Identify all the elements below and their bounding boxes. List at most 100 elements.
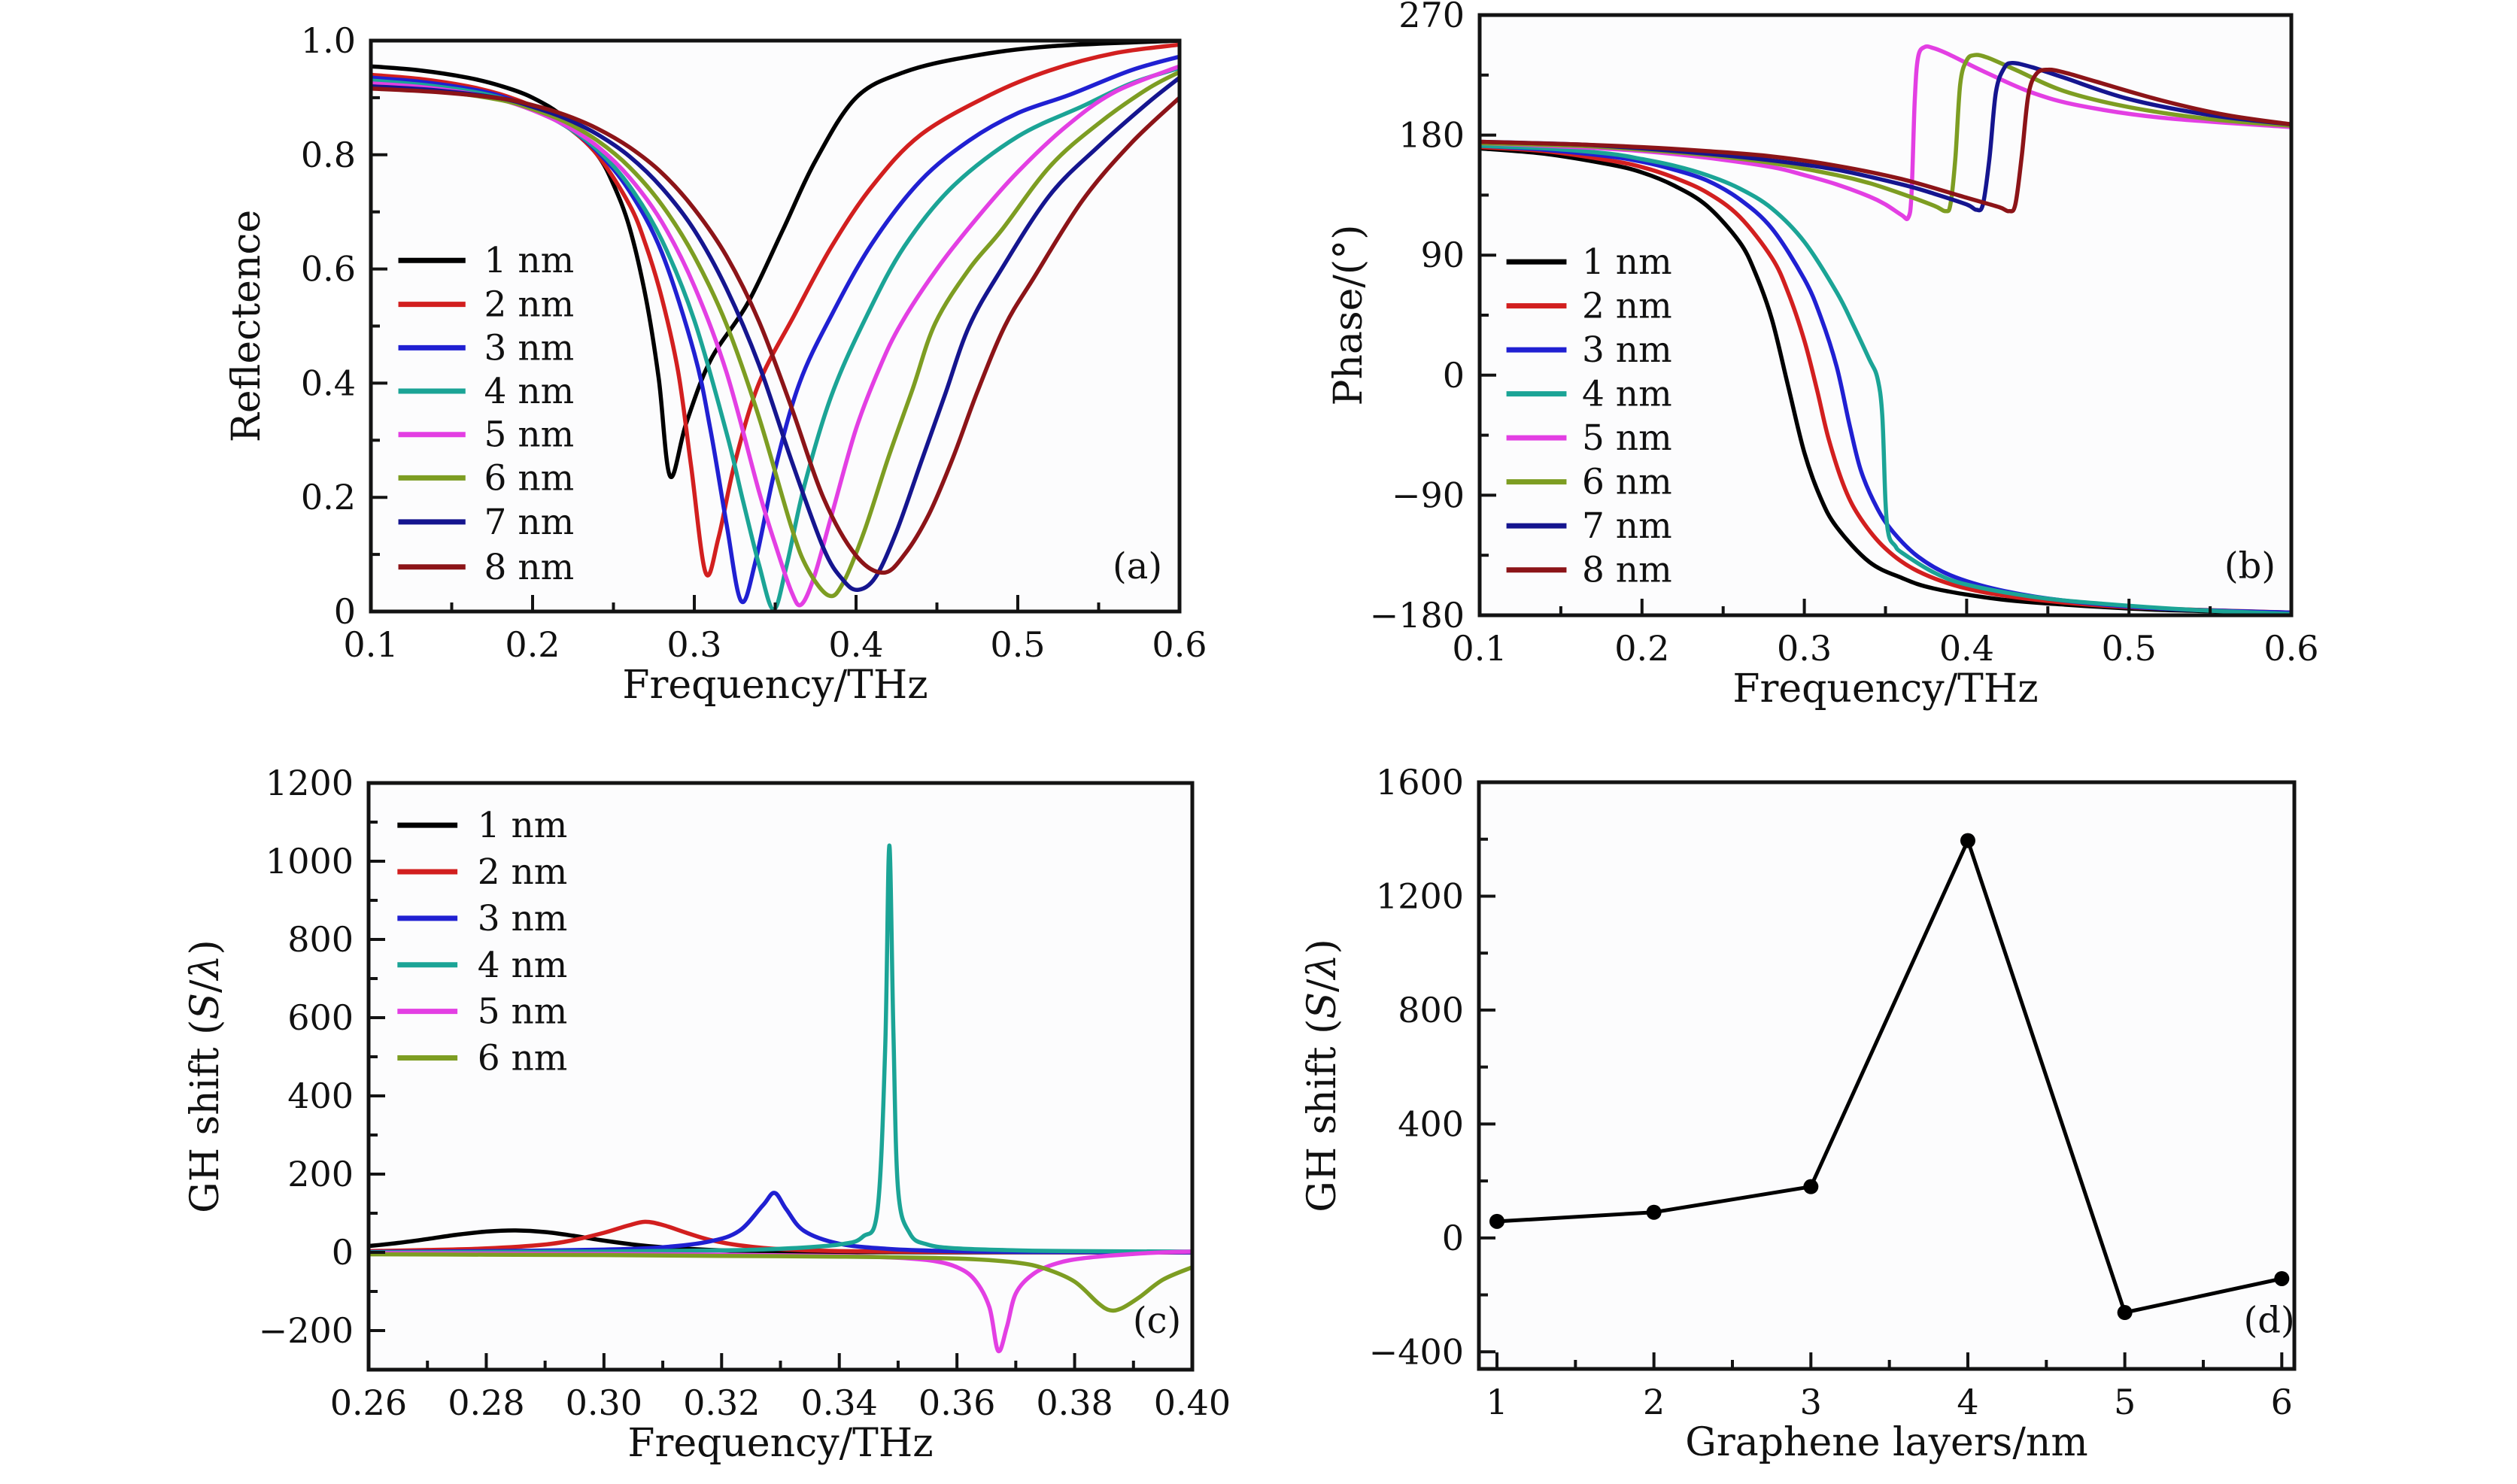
- x-tick-label-a: 0.1: [343, 624, 398, 665]
- legend-c: 1 nm 2 nm 3 nm 4 nm 5 nm 6 nm: [397, 805, 567, 1079]
- x-tick-label-c: 0.32: [683, 1382, 760, 1423]
- y-tick-label-d: 400: [1398, 1103, 1464, 1144]
- plot-area-d: [1479, 782, 2294, 1369]
- y-tick-label-a: 0: [334, 591, 356, 632]
- axes-spines-a: [369, 38, 1182, 614]
- x-tick-label-d: 2: [1643, 1382, 1665, 1422]
- y-axis-label-a: Reflectence: [224, 210, 269, 443]
- x-tick-label-d: 5: [2114, 1382, 2136, 1422]
- series-group-a: [369, 39, 1181, 612]
- series-b-8-nm: [1478, 67, 2293, 214]
- y-tick-label-d: −400: [1369, 1331, 1464, 1372]
- y-tick-label-c: 1000: [266, 841, 354, 882]
- y-tick-label-b: −180: [1370, 595, 1465, 636]
- x-tick-label-b: 0.4: [1939, 628, 1994, 669]
- panel-a-reflectance-chart: 0.1 0.2 0.3 0.4 0.5 0.6 0 0.2 0.4 0.6 0.8 1.0 Freque…: [0, 0, 1258, 741]
- data-point-marker: [2274, 1270, 2290, 1286]
- chart-d-svg: 1 2 3 4 5 6 −400 0 400 800 1200 1600 Graphene layers…: [1300, 762, 2297, 1465]
- x-tick-label-a: 0.3: [666, 624, 721, 665]
- y-tick-label-b: −90: [1392, 475, 1465, 515]
- chart-c-svg: 0.26 0.28 0.30 0.32 0.34 0.36 0.38 0.40 −200 0 200…: [183, 763, 1231, 1466]
- x-tick-label-c: 0.36: [918, 1382, 995, 1423]
- y-tick-label-b: 270: [1398, 0, 1465, 35]
- legend-label-1-nm: 1 nm: [484, 240, 575, 281]
- legend-label-8-nm: 8 nm: [484, 547, 575, 588]
- y-tick-label-c: −200: [259, 1310, 354, 1351]
- x-tick-label-c: 0.26: [330, 1382, 407, 1423]
- y-axis-label-c: GH shift (S/λ): [183, 939, 228, 1213]
- y-axis-label-b: Phase/(°): [1326, 224, 1371, 405]
- series-c-4-nm: [367, 843, 1194, 1255]
- x-tick-label-b: 0.1: [1452, 628, 1507, 669]
- y-tick-label-d: 0: [1442, 1218, 1464, 1258]
- legend-label-1-nm: 1 nm: [1582, 241, 1672, 283]
- y-tick-label-d: 800: [1398, 990, 1464, 1030]
- axes-spines-b: [1477, 13, 2294, 618]
- series-c-6-nm: [367, 1252, 1194, 1313]
- x-tick-label-d: 4: [1957, 1382, 1978, 1422]
- y-tick-label-c: 600: [287, 997, 354, 1038]
- legend-label-1-nm: 1 nm: [478, 805, 568, 846]
- series-group-d: [1489, 833, 2290, 1321]
- legend-label-3-nm: 3 nm: [1582, 329, 1672, 371]
- panel-b-phase-chart: 0.1 0.2 0.3 0.4 0.5 0.6 −180 −90 0 90 180 270 Freque…: [1258, 0, 2517, 741]
- x-tick-label-d: 3: [1800, 1382, 1822, 1422]
- y-tick-label-d: 1200: [1376, 876, 1464, 916]
- legend-label-2-nm: 2 nm: [484, 284, 575, 326]
- y-tick-label-d: 1600: [1376, 762, 1464, 803]
- x-tick-label-c: 0.34: [801, 1382, 878, 1423]
- panel-label-d: (d): [2244, 1300, 2295, 1342]
- legend-label-7-nm: 7 nm: [1582, 505, 1672, 547]
- chart-b-svg: 0.1 0.2 0.3 0.4 0.5 0.6 −180 −90 0 90 180 270 Freque…: [1326, 0, 2319, 712]
- x-tick-label-a: 0.4: [828, 624, 883, 665]
- data-point-marker: [1489, 1213, 1504, 1229]
- y-tick-label-a: 0.8: [301, 135, 356, 175]
- y-tick-label-b: 0: [1443, 355, 1465, 396]
- y-tick-label-a: 1.0: [301, 20, 356, 61]
- x-tick-label-d: 1: [1486, 1382, 1507, 1422]
- y-tick-label-a: 0.2: [301, 477, 356, 517]
- data-point-marker: [2117, 1305, 2133, 1321]
- axes-spines-d: [1477, 780, 2297, 1371]
- legend-label-7-nm: 7 nm: [484, 502, 575, 543]
- legend-label-6-nm: 6 nm: [1582, 462, 1672, 503]
- chart-a-svg: 0.1 0.2 0.3 0.4 0.5 0.6 0 0.2 0.4 0.6 0.8 1.0 Freque…: [224, 20, 1207, 708]
- x-tick-label-d: 6: [2271, 1382, 2293, 1422]
- y-tick-label-b: 180: [1398, 115, 1465, 156]
- series-b-7-nm: [1478, 61, 2293, 213]
- panel-label-b: (b): [2224, 545, 2276, 587]
- series-a-1-nm: [369, 39, 1181, 479]
- x-tick-label-b: 0.2: [1614, 628, 1669, 669]
- y-tick-label-c: 0: [332, 1232, 354, 1273]
- series-b-1-nm: [1478, 146, 2293, 615]
- data-point-marker: [1803, 1179, 1819, 1194]
- series-b-4-nm: [1478, 144, 2293, 616]
- legend-label-3-nm: 3 nm: [484, 327, 575, 369]
- y-tick-label-c: 400: [287, 1076, 354, 1116]
- x-tick-label-a: 0.6: [1152, 624, 1207, 665]
- data-point-marker: [1646, 1204, 1662, 1220]
- y-tick-label-a: 0.4: [301, 363, 356, 403]
- series-b-2-nm: [1478, 144, 2293, 615]
- x-tick-label-b: 0.5: [2102, 628, 2157, 669]
- panel-c-gh-shift-spectrum-chart: 0.26 0.28 0.30 0.32 0.34 0.36 0.38 0.40 −200 0 200…: [0, 741, 1258, 1481]
- plot-area-a: [371, 41, 1180, 612]
- x-tick-label-b: 0.6: [2263, 628, 2318, 669]
- x-tick-label-c: 0.40: [1154, 1382, 1231, 1423]
- legend-label-2-nm: 2 nm: [1582, 286, 1672, 327]
- panel-label-a: (a): [1113, 545, 1162, 587]
- x-tick-label-a: 0.2: [505, 624, 560, 665]
- legend-label-4-nm: 4 nm: [1582, 374, 1672, 415]
- x-axis-label-d: Graphene layers/nm: [1685, 1420, 2087, 1465]
- y-tick-label-c: 1200: [266, 763, 354, 803]
- series-group-b: [1478, 44, 2293, 616]
- y-axis-label-d: GH shift (S/λ): [1300, 939, 1345, 1212]
- y-tick-label-a: 0.6: [301, 249, 356, 290]
- axes-spines-c: [366, 781, 1195, 1372]
- legend-label-6-nm: 6 nm: [484, 457, 575, 499]
- series-a-6-nm: [369, 69, 1181, 599]
- panel-d-gh-shift-layers-chart: 1 2 3 4 5 6 −400 0 400 800 1200 1600 Graphene layers…: [1258, 741, 2517, 1481]
- legend-label-4-nm: 4 nm: [484, 371, 575, 412]
- legend-label-3-nm: 3 nm: [478, 898, 568, 939]
- legend-label-2-nm: 2 nm: [478, 851, 568, 893]
